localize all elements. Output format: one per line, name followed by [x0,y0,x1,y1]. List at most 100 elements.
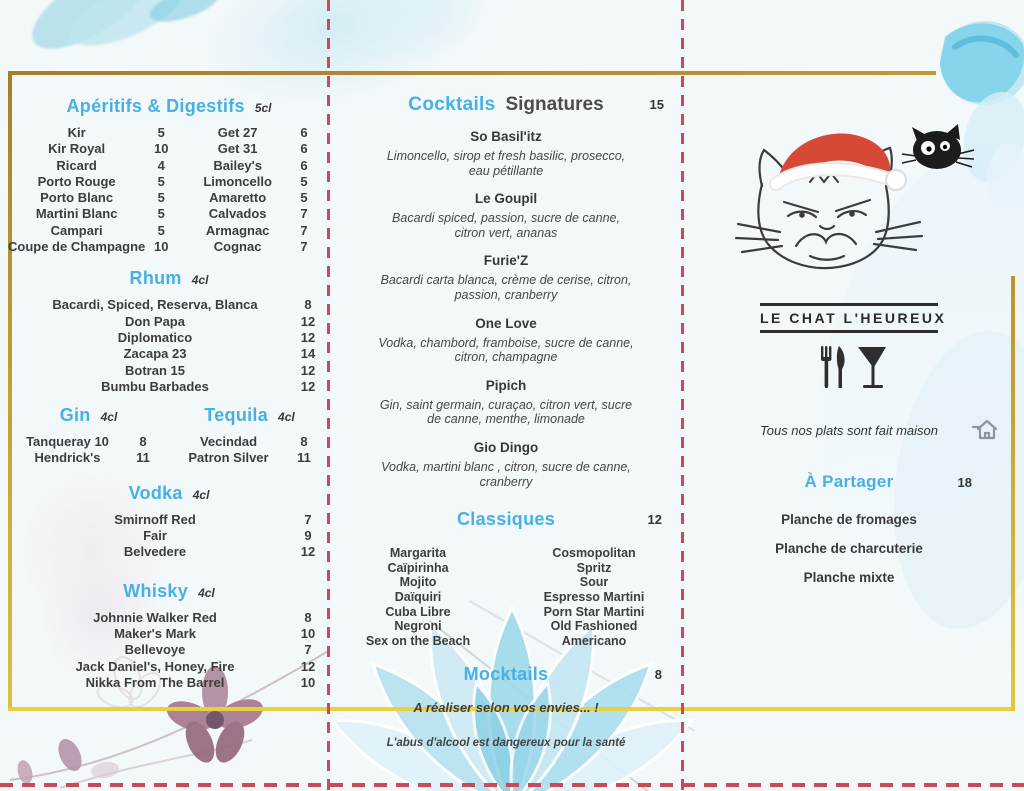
section-mocktails: Mocktails 8 A réaliser selon vos envies.… [330,664,682,715]
classiques-col1: Margarita Caïpirinha Mojito Daïquiri Cuba Li… [330,546,506,648]
alcohol-warning: L'abus d'alcool est dangereux pour la sa… [386,737,626,750]
gold-border-right [1011,276,1015,711]
item-price: 5 [157,190,165,206]
signatures-list: So Basil'itz Limoncello, sirop et fresh … [330,129,682,489]
item-name: Zacapa 23 [123,346,187,362]
cocktail-item: So Basil'itz Limoncello, sirop et fresh … [330,129,682,178]
classic-cocktail: Mojito [399,575,437,590]
wine-glass-icon [858,347,886,388]
menu-item-row: Limoncello 5 [187,174,320,190]
section-title: Tequila [204,405,269,426]
panel-cocktails: Cocktails Signatures 15 So Basil'itz Lim… [330,0,682,749]
item-name: Smirnoff Red [114,511,196,527]
item-price: 12 [300,329,316,345]
menu-item-row: Armagnac 7 [187,223,320,239]
classiques-columns: Margarita Caïpirinha Mojito Daïquiri Cuba Li… [330,546,682,648]
section-header: Classiques 12 [330,509,682,530]
section-unit: 5cl [254,101,272,115]
classic-cocktail: Margarita [389,546,447,561]
classic-cocktail: Porn Star Martini [543,604,645,619]
panel-brand: LE CHAT L'HEUREUX Tous nos plats sont fa… [684,0,1014,585]
item-name: Porto Rouge [37,173,116,189]
fold-line-right [681,0,684,791]
gin-tequila-row: Gin 4cl Tanqueray 10 8 Hendrick's 11 [8,405,330,467]
cocktail-name: One Love [475,315,537,331]
section-title: Classiques [456,509,556,530]
menu-item-row: Zacapa 23 14 [18,346,324,362]
section-header: Rhum 4cl [8,268,330,289]
item-name: Coupe de Champagne [8,239,146,255]
cocktail-description: Bacardi spiced, passion, sucre de canne,… [392,211,620,240]
classic-cocktail: Sex on the Beach [365,633,471,648]
section-header: Vodka 4cl [8,483,330,504]
gold-border-top [8,71,936,75]
item-name: Porto Blanc [40,190,114,206]
classiques-col2: Cosmopolitan Spritz Sour Espresso Martini Po… [506,546,682,648]
sharing-plate: Planche mixte [803,570,895,585]
menu-item-row: Cognac 7 [187,239,320,255]
section-header: Cocktails Signatures 15 [330,94,682,116]
item-name: Campari [50,222,103,238]
fork-icon [821,346,832,388]
classic-cocktail: Americano [561,633,627,648]
menu-item-row: Coupe de Champagne 10 [8,239,177,255]
item-price: 11 [136,450,150,466]
classic-cocktail: Spritz [576,560,612,575]
aperitifs-col2: Get 27 6 Get 31 6 Bailey's 6 [187,125,330,255]
cocktail-item: Le Goupil Bacardi spiced, passion, sucre… [330,191,682,240]
panel-spirits: Apéritifs & Digestifs 5cl Kir 5 Kir Roya… [8,0,330,691]
section-title-accent: Cocktails [408,94,496,115]
section-price: 12 [647,512,662,528]
item-price: 7 [300,206,308,222]
item-name: Get 27 [217,125,258,140]
menu-item-row: Campari 5 [8,223,177,239]
item-name: Jack Daniel's, Honey, Fire [75,658,235,674]
item-price: 7 [304,511,312,527]
item-name: Belvedere [123,544,187,560]
section-price: 15 [649,97,664,112]
section-rhum: Rhum 4cl Bacardi, Spiced, Reserva, Blanc… [8,268,330,395]
section-title-rest: Signatures [505,94,604,115]
knife-icon [836,346,845,388]
item-name: Armagnac [205,222,270,238]
item-price: 5 [157,173,165,189]
rhum-list: Bacardi, Spiced, Reserva, Blanca 8 Don P… [8,297,330,395]
menu-item-row: Get 27 6 [187,125,320,141]
sharing-plate: Planche de charcuterie [775,541,923,556]
item-price: 10 [154,141,169,157]
item-name: Johnnie Walker Red [93,609,217,625]
section-price: 18 [957,475,972,490]
cut-line-bottom [0,783,1024,787]
menu-item-row: Botran 15 12 [18,363,324,379]
menu-item-row: Kir 5 [8,125,177,141]
menu-item-row: Ricard 4 [8,158,177,174]
cocktail-description: Gin, saint germain, curaçao, citron vert… [379,397,633,427]
item-price: 4 [157,157,165,173]
item-price: 7 [300,222,308,238]
item-name: Amaretto [209,190,267,206]
menu-item-row: Vecindad 8 [169,434,320,450]
item-price: 6 [300,157,308,173]
item-price: 7 [304,642,312,658]
item-name: Limoncello [203,173,272,189]
section-unit: 4cl [191,273,209,288]
menu-item-row: Diplomatico 12 [18,330,324,346]
item-name: Patron Silver [188,450,269,466]
aperitifs-col1: Kir 5 Kir Royal 10 Ricard 4 [8,125,187,255]
section-title: Mocktails [463,664,549,685]
item-name: Vecindad [199,434,258,450]
item-price: 7 [300,239,308,255]
fait-maison-house-icon [972,419,998,440]
cutlery-and-glass-icon [821,346,886,388]
menu-item-row: Kir Royal 10 [8,141,177,157]
section-title: Whisky [123,580,189,601]
gin-list: Tanqueray 10 8 Hendrick's 11 [8,434,169,467]
item-price: 12 [300,378,316,394]
section-aperitifs: Apéritifs & Digestifs 5cl Kir 5 Kir Roya… [8,96,330,255]
item-name: Botran 15 [125,362,185,378]
cocktail-item: One Love Vodka, chambord, framboise, suc… [330,316,682,365]
logo-area [724,122,975,299]
item-name: Bailey's [213,157,262,173]
item-price: 12 [300,658,316,674]
section-unit: 4cl [192,487,210,502]
